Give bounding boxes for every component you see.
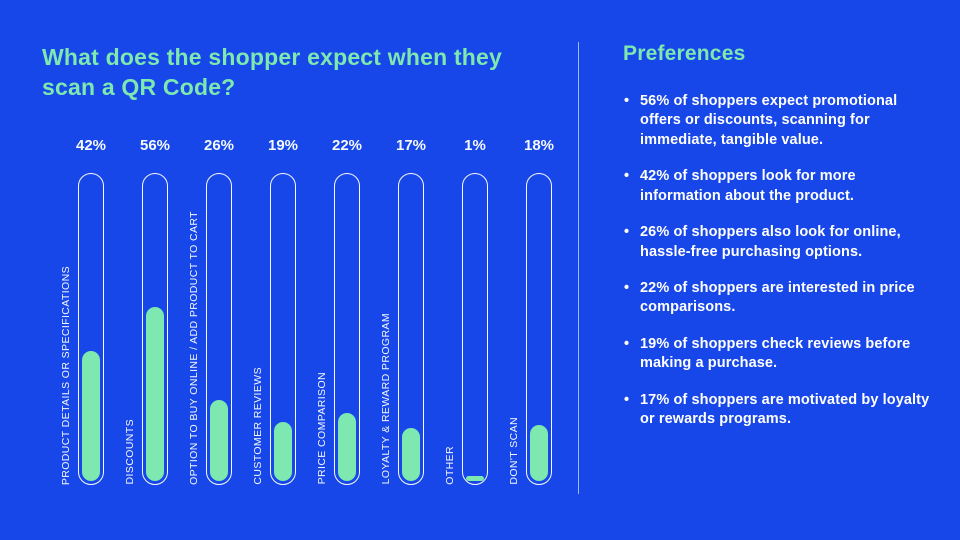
- bar-fill: [82, 350, 100, 481]
- bar-category-label: LOYALTY & REWARD PROGRAM: [380, 313, 393, 485]
- bar-value-label: 26%: [203, 136, 235, 154]
- bar-fill: [274, 421, 292, 481]
- bar-column: 17% LOYALTY & REWARD PROGRAM: [362, 137, 426, 485]
- bar-column: 1% OTHER: [426, 137, 490, 485]
- bar-category-label: CUSTOMER REVIEWS: [252, 367, 265, 485]
- bar-value-label: 17%: [395, 136, 427, 154]
- bar-fill: [146, 307, 164, 481]
- bar-value-label: 19%: [267, 136, 299, 154]
- preference-item: 17% of shoppers are motivated by loyalty…: [623, 391, 930, 430]
- preference-item: 26% of shoppers also look for online, ha…: [623, 223, 930, 262]
- bar-fill: [210, 400, 228, 481]
- chart-section: What does the shopper expect when they s…: [42, 36, 564, 516]
- bar-outline: [270, 172, 296, 485]
- bar-category-label: DISCOUNTS: [124, 419, 137, 485]
- bar-value-label: 1%: [464, 136, 486, 154]
- bar-value-label: 18%: [523, 136, 555, 154]
- bar-column: 22% PRICE COMPARISON: [298, 137, 362, 485]
- bar-column: 56% DISCOUNTS: [106, 137, 170, 485]
- bar-column: 19% CUSTOMER REVIEWS: [234, 137, 298, 485]
- preferences-title: Preferences: [623, 42, 746, 65]
- preference-item: 22% of shoppers are interested in price …: [623, 279, 930, 318]
- bar-category-label: OTHER: [444, 445, 457, 485]
- bar-fill: [530, 424, 548, 481]
- bar-outline: [206, 172, 232, 485]
- bar-outline: [526, 172, 552, 485]
- bar-fill: [466, 476, 484, 481]
- bar-outline: [142, 172, 168, 485]
- preferences-section: Preferences 56% of shoppers expect promo…: [579, 36, 936, 516]
- bar-outline: [462, 172, 488, 485]
- bar-column: 26% OPTION TO BUY ONLINE / ADD PRODUCT TO…: [170, 137, 234, 485]
- bar-column: 18% DON'T SCAN: [490, 137, 554, 485]
- chart-title: What does the shopper expect when they s…: [42, 44, 503, 101]
- bar-value-label: 42%: [75, 136, 107, 154]
- bar-column: 42% PRODUCT DETAILS OR SPECIFICATIONS: [42, 137, 106, 485]
- preference-item: 42% of shoppers look for more informatio…: [623, 167, 930, 206]
- preference-item: 19% of shoppers check reviews before mak…: [623, 335, 930, 374]
- bar-category-label: PRODUCT DETAILS OR SPECIFICATIONS: [60, 265, 73, 485]
- section-divider: [578, 42, 579, 494]
- preferences-list: 56% of shoppers expect promotional offer…: [623, 92, 936, 429]
- bar-category-label: DON'T SCAN: [508, 417, 521, 485]
- bar-outline: [398, 172, 424, 485]
- bar-fill: [402, 428, 420, 481]
- bar-category-label: OPTION TO BUY ONLINE / ADD PRODUCT TO CA…: [188, 210, 201, 485]
- bar-value-label: 22%: [331, 136, 363, 154]
- bar-category-label: PRICE COMPARISON: [316, 372, 329, 485]
- bar-outline: [78, 172, 104, 485]
- preference-item: 56% of shoppers expect promotional offer…: [623, 92, 930, 150]
- bar-fill: [338, 412, 356, 481]
- bar-value-label: 56%: [139, 136, 171, 154]
- bar-outline: [334, 172, 360, 485]
- bar-chart: 42% PRODUCT DETAILS OR SPECIFICATIONS 56% D…: [42, 137, 564, 485]
